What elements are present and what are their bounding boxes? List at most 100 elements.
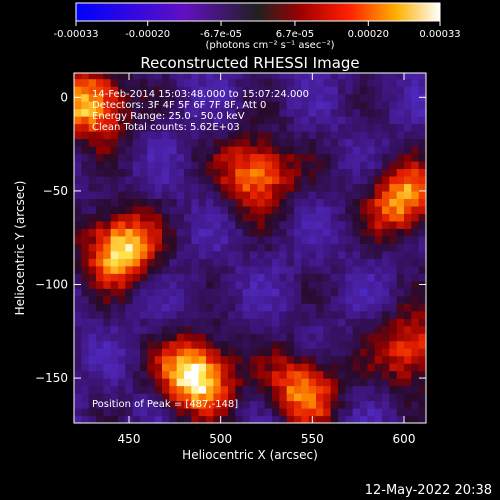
heatmap-cell <box>316 160 324 170</box>
heatmap-cell <box>110 131 119 140</box>
heatmap-cell <box>118 303 126 312</box>
heatmap-cell <box>374 265 383 274</box>
heatmap-cell <box>360 385 368 394</box>
heatmap-cell <box>286 116 295 125</box>
heatmap-cell <box>418 408 426 417</box>
heatmap-cell <box>257 310 266 319</box>
heatmap-cell <box>103 400 112 409</box>
heatmap-cell <box>220 228 229 237</box>
heatmap-cell <box>418 116 426 125</box>
heatmap-cell <box>396 280 405 289</box>
heatmap-cell <box>184 310 192 319</box>
heatmap-cell <box>404 378 412 387</box>
heatmap-cell <box>184 235 192 244</box>
heatmap-cell <box>125 228 134 237</box>
heatmap-cell <box>125 131 134 140</box>
heatmap-cell <box>140 78 148 87</box>
heatmap-cell <box>404 325 412 334</box>
heatmap-cell <box>81 303 90 312</box>
heatmap-cell <box>404 183 412 192</box>
heatmap-cell <box>396 73 405 80</box>
heatmap-cell <box>279 348 288 357</box>
heatmap-cell <box>154 288 163 297</box>
heatmap-cell <box>169 213 178 222</box>
heatmap-cell <box>147 168 156 177</box>
heatmap-cell <box>250 310 258 319</box>
heatmap-cell <box>176 400 185 409</box>
heatmap-cell <box>96 378 104 387</box>
heatmap-cell <box>220 205 229 214</box>
heatmap-cell <box>418 265 426 274</box>
heatmap-cell <box>162 400 170 409</box>
heatmap-cell <box>169 325 178 334</box>
heatmap-cell <box>118 370 126 379</box>
heatmap-cell <box>140 235 148 244</box>
heatmap-cell <box>125 273 134 282</box>
heatmap-cell <box>323 131 332 140</box>
heatmap-cell <box>338 385 346 394</box>
heatmap-cell <box>110 295 119 304</box>
heatmap-cell <box>418 198 426 207</box>
heatmap-cell <box>404 370 412 379</box>
heatmap-cell <box>132 355 141 364</box>
heatmap-cell <box>191 168 200 177</box>
heatmap-cell <box>140 243 148 252</box>
heatmap-cell <box>316 73 324 80</box>
heatmap-cell <box>228 318 236 327</box>
heatmap-cell <box>132 400 141 409</box>
heatmap-cell <box>360 318 368 327</box>
heatmap-cell <box>235 116 244 125</box>
heatmap-cell <box>257 378 266 387</box>
heatmap-cell <box>96 408 104 417</box>
heatmap-cell <box>88 160 97 170</box>
heatmap-cell <box>264 265 273 274</box>
heatmap-cell <box>206 393 214 402</box>
heatmap-cell <box>176 340 185 349</box>
heatmap-cell <box>396 385 405 394</box>
heatmap-cell <box>81 258 90 267</box>
heatmap-cell <box>235 213 244 222</box>
heatmap-cell <box>338 153 346 162</box>
heatmap-cell <box>96 370 104 379</box>
heatmap-cell <box>220 400 229 409</box>
heatmap-cell <box>154 363 163 372</box>
heatmap-cell <box>418 86 426 95</box>
heatmap-cell <box>191 258 200 267</box>
heatmap-cell <box>272 280 280 289</box>
heatmap-cell <box>125 340 134 349</box>
heatmap-cell <box>154 400 163 409</box>
heatmap-cell <box>404 295 412 304</box>
heatmap-cell <box>250 138 258 147</box>
heatmap-cell <box>286 400 295 409</box>
heatmap-cell <box>338 370 346 379</box>
heatmap-cell <box>286 190 295 200</box>
heatmap-cell <box>132 325 141 334</box>
heatmap-cell <box>411 280 420 289</box>
heatmap-cell <box>140 363 148 372</box>
heatmap-cell <box>176 220 185 229</box>
heatmap-cell <box>147 131 156 140</box>
heatmap-cell <box>132 265 141 274</box>
heatmap-cell <box>352 183 361 192</box>
heatmap-cell <box>242 86 251 95</box>
heatmap-cell <box>345 73 354 80</box>
heatmap-cell <box>88 108 97 117</box>
heatmap-cell <box>154 385 163 394</box>
heatmap-cell <box>272 123 280 132</box>
heatmap-cell <box>345 101 354 110</box>
heatmap-cell <box>96 250 104 259</box>
y-axis-label: Heliocentric Y (arcsec) <box>13 181 27 316</box>
heatmap-cell <box>103 280 112 289</box>
heatmap-cell <box>360 415 368 423</box>
heatmap-cell <box>382 288 390 297</box>
heatmap-cell <box>191 160 200 170</box>
heatmap-cell <box>301 340 310 349</box>
heatmap-cell <box>220 295 229 304</box>
heatmap-cell <box>338 220 346 229</box>
heatmap-cell <box>411 108 420 117</box>
heatmap-cell <box>367 303 376 312</box>
heatmap-cell <box>176 145 185 155</box>
heatmap-cell <box>198 86 207 95</box>
heatmap-cell <box>198 160 207 170</box>
heatmap-cell <box>242 408 251 417</box>
